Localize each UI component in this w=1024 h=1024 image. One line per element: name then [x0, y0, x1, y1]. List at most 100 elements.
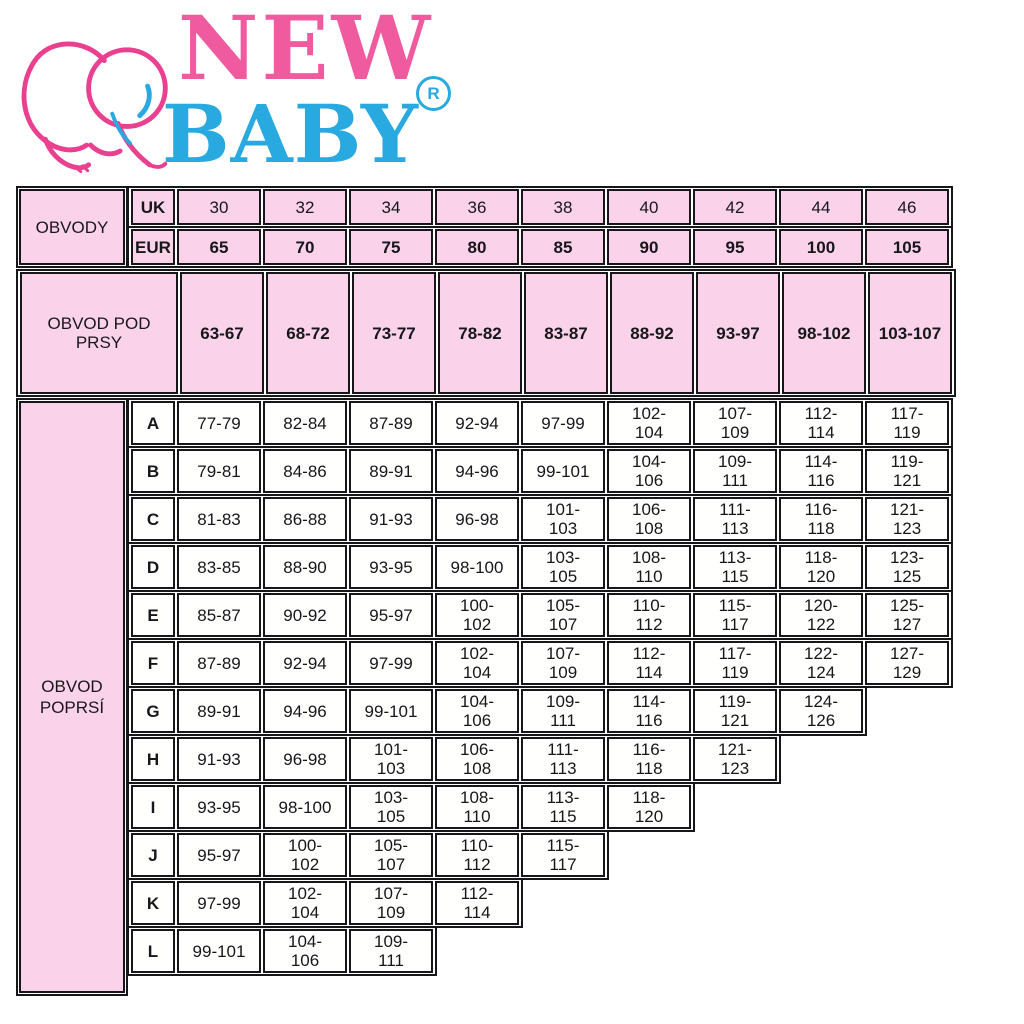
bust-range-cell: 119-121	[865, 449, 949, 493]
bust-range-cell: 110-112	[435, 833, 519, 877]
bust-range-cell: 93-95	[177, 785, 261, 829]
eur-size-cell: 65	[177, 229, 261, 265]
eur-size-cell: 85	[521, 229, 605, 265]
bust-range-cell: 92-94	[263, 641, 347, 685]
bust-range-cell: 99-101	[177, 929, 261, 973]
bust-range-cell: 102-104	[263, 881, 347, 925]
bust-range-cell: 87-89	[349, 401, 433, 445]
underbust-range-cell: 93-97	[696, 272, 780, 394]
uk-size-cell: 32	[263, 189, 347, 225]
bust-range-cell: 98-100	[435, 545, 519, 589]
uk-size-cell: 30	[177, 189, 261, 225]
bust-range-cell: 116-118	[779, 497, 863, 541]
underbust-range-cell: 88-92	[610, 272, 694, 394]
bust-range-cell: 87-89	[177, 641, 261, 685]
cup-row: F 87-89 92-94 97-99 102-104 107-109 112-…	[127, 638, 953, 688]
registered-trademark-icon: R	[416, 76, 451, 111]
uk-size-cell: 38	[521, 189, 605, 225]
bust-range-cell: 110-112	[607, 593, 691, 637]
bust-section: OBVOD POPRSÍ A 77-79 82-84 87-89 92-94 9…	[16, 398, 956, 996]
bust-range-cell: 106-108	[607, 497, 691, 541]
bust-range-cell: 125-127	[865, 593, 949, 637]
cup-letter: F	[131, 641, 175, 685]
bust-range-cell: 92-94	[435, 401, 519, 445]
bust-range-cell: 109-111	[693, 449, 777, 493]
underbust-range-cell: 63-67	[180, 272, 264, 394]
bust-range-cell: 97-99	[521, 401, 605, 445]
baby-icon	[21, 41, 168, 173]
bust-range-cell: 91-93	[177, 737, 261, 781]
bust-range-cell: 102-104	[435, 641, 519, 685]
logo-text-baby: BABY	[162, 87, 420, 181]
underbust-range-cell: 103-107	[868, 272, 952, 394]
bust-range-cell: 120-122	[779, 593, 863, 637]
bust-range-cell: 115-117	[693, 593, 777, 637]
bust-range-cell: 101-103	[349, 737, 433, 781]
bust-range-cell: 111-113	[693, 497, 777, 541]
cup-letter: L	[131, 929, 175, 973]
bust-range-cell: 91-93	[349, 497, 433, 541]
bust-range-cell: 108-110	[607, 545, 691, 589]
bust-range-cell: 99-101	[349, 689, 433, 733]
underbust-range-cell: 83-87	[524, 272, 608, 394]
cup-row: H 91-93 96-98 101-103 106-108 111-113 11…	[127, 734, 781, 784]
bust-range-cell: 86-88	[263, 497, 347, 541]
bust-range-cell: 100-102	[263, 833, 347, 877]
bust-range-cell: 116-118	[607, 737, 691, 781]
eur-label-cell: EUR	[131, 229, 175, 265]
size-chart: OBVODY UK 30 32 34 36 38 40 42 44 46 EUR…	[16, 186, 956, 996]
bust-range-cell: 107-109	[521, 641, 605, 685]
bust-range-cell: 107-109	[693, 401, 777, 445]
bust-range-cell: 94-96	[435, 449, 519, 493]
cup-rows: A 77-79 82-84 87-89 92-94 97-99 102-104 …	[127, 398, 953, 976]
bust-range-cell: 118-120	[779, 545, 863, 589]
bust-range-cell: 112-114	[607, 641, 691, 685]
uk-size-cell: 42	[693, 189, 777, 225]
cup-row: G 89-91 94-96 99-101 104-106 109-111 114…	[127, 686, 867, 736]
bust-range-cell: 109-111	[521, 689, 605, 733]
eur-size-cell: 80	[435, 229, 519, 265]
bust-range-cell: 104-106	[435, 689, 519, 733]
eur-size-cell: 90	[607, 229, 691, 265]
bust-range-cell: 109-111	[349, 929, 433, 973]
bust-range-cell: 118-120	[607, 785, 691, 829]
underbust-range-cell: 98-102	[782, 272, 866, 394]
logo: NEW BABY R	[10, 4, 480, 182]
eur-size-row: EUR 65 70 75 80 85 90 95 100 105	[127, 226, 953, 268]
bust-range-cell: 89-91	[177, 689, 261, 733]
bust-range-cell: 98-100	[263, 785, 347, 829]
uk-size-cell: 46	[865, 189, 949, 225]
uk-size-cell: 44	[779, 189, 863, 225]
underbust-range-cell: 73-77	[352, 272, 436, 394]
eur-size-cell: 105	[865, 229, 949, 265]
bust-range-cell: 96-98	[263, 737, 347, 781]
uk-label-cell: UK	[131, 189, 175, 225]
cup-row: B 79-81 84-86 89-91 94-96 99-101 104-106…	[127, 446, 953, 496]
bust-range-cell: 104-106	[263, 929, 347, 973]
cup-row: A 77-79 82-84 87-89 92-94 97-99 102-104 …	[127, 398, 953, 448]
bust-range-cell: 114-116	[607, 689, 691, 733]
cup-row: E 85-87 90-92 95-97 100-102 105-107 110-…	[127, 590, 953, 640]
bust-range-cell: 112-114	[779, 401, 863, 445]
cup-letter: I	[131, 785, 175, 829]
bust-range-cell: 94-96	[263, 689, 347, 733]
obvody-header-cell: OBVODY	[16, 186, 128, 268]
bust-range-cell: 105-107	[349, 833, 433, 877]
bust-range-cell: 114-116	[779, 449, 863, 493]
bust-range-cell: 123-125	[865, 545, 949, 589]
cup-letter: K	[131, 881, 175, 925]
underbust-section: OBVOD POD PRSY 63-67 68-72 73-77 78-82 8…	[16, 269, 956, 397]
bust-range-cell: 95-97	[349, 593, 433, 637]
bust-range-cell: 127-129	[865, 641, 949, 685]
bust-range-cell: 102-104	[607, 401, 691, 445]
cup-letter: H	[131, 737, 175, 781]
bust-range-cell: 85-87	[177, 593, 261, 637]
cup-letter: G	[131, 689, 175, 733]
cup-row: K 97-99 102-104 107-109 112-114	[127, 878, 523, 928]
bust-range-cell: 106-108	[435, 737, 519, 781]
eur-size-cell: 70	[263, 229, 347, 265]
cup-letter: D	[131, 545, 175, 589]
bust-range-cell: 121-123	[865, 497, 949, 541]
bust-range-cell: 105-107	[521, 593, 605, 637]
